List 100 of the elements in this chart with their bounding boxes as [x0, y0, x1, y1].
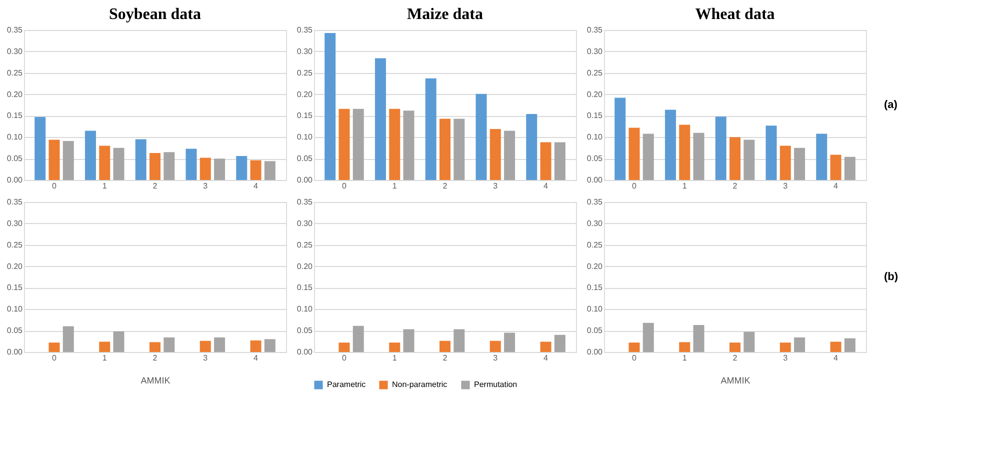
y-tick-label: 0.05: [296, 326, 314, 336]
y-tick-label: 0.15: [296, 111, 314, 120]
bar: [780, 146, 791, 180]
bar: [844, 156, 856, 180]
x-tick-label: 4: [254, 354, 259, 362]
x-tick-label: 0: [52, 182, 58, 190]
legend-label: Non-parametric: [392, 380, 448, 389]
bar: [628, 342, 640, 352]
y-tick-label: 0.20: [586, 262, 604, 271]
bar: [236, 156, 248, 180]
x-tick-label: 1: [682, 354, 688, 362]
y-tick-label: 0.10: [296, 132, 314, 142]
y-tick-label: 0.05: [586, 154, 604, 164]
y-tick-label: 0.15: [586, 111, 604, 120]
bar: [84, 130, 96, 180]
y-tick-label: 0.15: [586, 283, 604, 292]
x-tick-label: 0: [632, 354, 638, 362]
x-tick-label: 3: [783, 182, 788, 190]
x-tick-label: 0: [632, 182, 638, 190]
y-tick-label: 0.00: [6, 176, 24, 184]
y-tick-label: 0.00: [6, 348, 24, 356]
y-tick-label: 0.05: [586, 326, 604, 336]
bar: [730, 342, 740, 352]
x-tick-label: 2: [152, 354, 158, 362]
y-tick-label: 0.30: [6, 46, 24, 56]
y-tick-label: 0.10: [586, 304, 604, 314]
bar: [540, 342, 552, 352]
bar: [164, 152, 175, 180]
y-tick-label: 0.25: [586, 240, 604, 250]
bar: [679, 342, 690, 352]
legend-label: Parametric: [327, 380, 366, 389]
bar: [816, 134, 828, 180]
bar: [504, 130, 516, 180]
y-tick-label: 0.10: [6, 304, 24, 314]
bar: [164, 337, 175, 352]
bar: [48, 342, 60, 352]
x-tick-label: 4: [544, 354, 549, 362]
bar: [440, 340, 450, 352]
x-tick-label: 1: [392, 182, 398, 190]
bar: [264, 161, 276, 180]
text: (b): [884, 271, 898, 283]
x-tick-label: 3: [493, 354, 498, 362]
x-tick-label: 4: [834, 354, 839, 362]
bar: [99, 146, 110, 180]
bar: [48, 140, 60, 180]
bar: [794, 148, 806, 180]
y-tick-label: 0.30: [586, 46, 604, 56]
y-tick-label: 0.20: [296, 262, 314, 271]
x-tick-label: 1: [682, 182, 688, 190]
bar: [214, 158, 226, 180]
chart-title: Wheat data: [695, 6, 775, 23]
bar: [794, 337, 806, 352]
y-tick-label: 0.25: [6, 240, 24, 250]
bar: [715, 116, 726, 180]
bar: [99, 342, 110, 352]
bar: [830, 342, 842, 352]
y-tick-label: 0.00: [296, 176, 314, 184]
bar: [614, 98, 626, 180]
x-tick-label: 1: [102, 182, 108, 190]
text: (a): [884, 99, 898, 111]
chart-title: Soybean data: [108, 6, 202, 23]
x-axis-title: AMMIK: [720, 376, 750, 386]
bar: [352, 108, 364, 180]
y-tick-label: 0.30: [586, 218, 604, 228]
chart-title: Maize data: [407, 6, 483, 23]
bar: [642, 322, 654, 352]
bar: [214, 337, 226, 352]
bar: [338, 108, 350, 180]
x-tick-label: 2: [732, 354, 738, 362]
y-tick-label: 0.25: [586, 68, 604, 78]
x-tick-label: 4: [254, 182, 259, 190]
bar: [62, 326, 74, 352]
y-tick-label: 0.20: [6, 262, 24, 271]
bar: [200, 340, 211, 352]
x-tick-label: 1: [392, 354, 398, 362]
x-tick-label: 3: [493, 182, 498, 190]
y-tick-label: 0.00: [296, 348, 314, 356]
bar: [250, 160, 262, 180]
x-tick-label: 0: [52, 354, 58, 362]
y-tick-label: 0.35: [296, 26, 314, 34]
bar: [554, 334, 566, 352]
bar: [338, 342, 350, 352]
bar: [540, 142, 552, 180]
bar: [476, 94, 487, 180]
bar: [830, 154, 842, 180]
x-tick-label: 4: [834, 182, 839, 190]
x-tick-label: 3: [203, 354, 208, 362]
bar: [324, 33, 336, 180]
y-tick-label: 0.35: [6, 26, 24, 34]
y-tick-label: 0.05: [6, 326, 24, 336]
bar: [250, 340, 262, 352]
bar: [264, 339, 276, 352]
y-tick-label: 0.15: [6, 111, 24, 120]
y-tick-label: 0.05: [296, 154, 314, 164]
bar: [389, 108, 400, 180]
y-tick-label: 0.10: [296, 304, 314, 314]
y-tick-label: 0.15: [6, 283, 24, 292]
y-tick-label: 0.35: [586, 198, 604, 206]
y-tick-label: 0.20: [6, 90, 24, 99]
bar: [526, 114, 538, 180]
